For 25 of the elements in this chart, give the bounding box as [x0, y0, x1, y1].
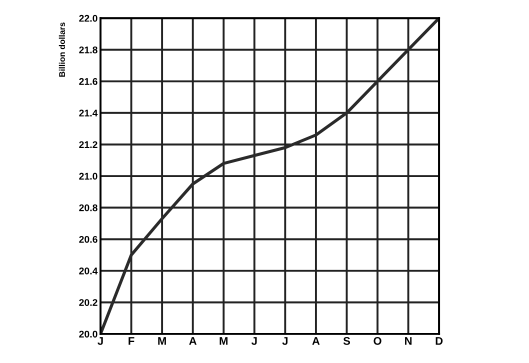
y-tick-label: 20.0 [79, 330, 98, 338]
y-tick-label: 21.0 [79, 172, 98, 180]
x-tick-label: N [405, 337, 412, 345]
y-tick-label: 20.2 [79, 299, 98, 306]
x-tick-label: J [98, 337, 103, 345]
x-tick-label: J [251, 337, 257, 345]
y-axis-title: Billion dollars [58, 22, 66, 77]
x-tick-label: A [189, 337, 197, 345]
line-series [100, 18, 440, 334]
y-tick-label: 21.4 [79, 110, 98, 116]
x-tick-label: A [312, 337, 320, 345]
x-tick-label: M [220, 337, 228, 345]
x-tick-label: M [158, 337, 166, 345]
y-tick-label: 21.2 [79, 141, 98, 148]
x-tick-label: D [436, 337, 443, 345]
y-tick-label: 20.4 [79, 268, 98, 274]
y-tick-label: 20.8 [79, 204, 98, 212]
y-tick-label: 21.6 [79, 78, 98, 85]
y-tick-label: 20.6 [79, 236, 98, 243]
x-tick-label: F [128, 337, 134, 345]
x-tick-label: J [282, 337, 288, 345]
x-tick-label: O [374, 337, 382, 345]
y-tick-label: 22.0 [79, 14, 98, 22]
x-tick-label: S [343, 337, 350, 345]
y-tick-label: 21.8 [79, 46, 98, 54]
